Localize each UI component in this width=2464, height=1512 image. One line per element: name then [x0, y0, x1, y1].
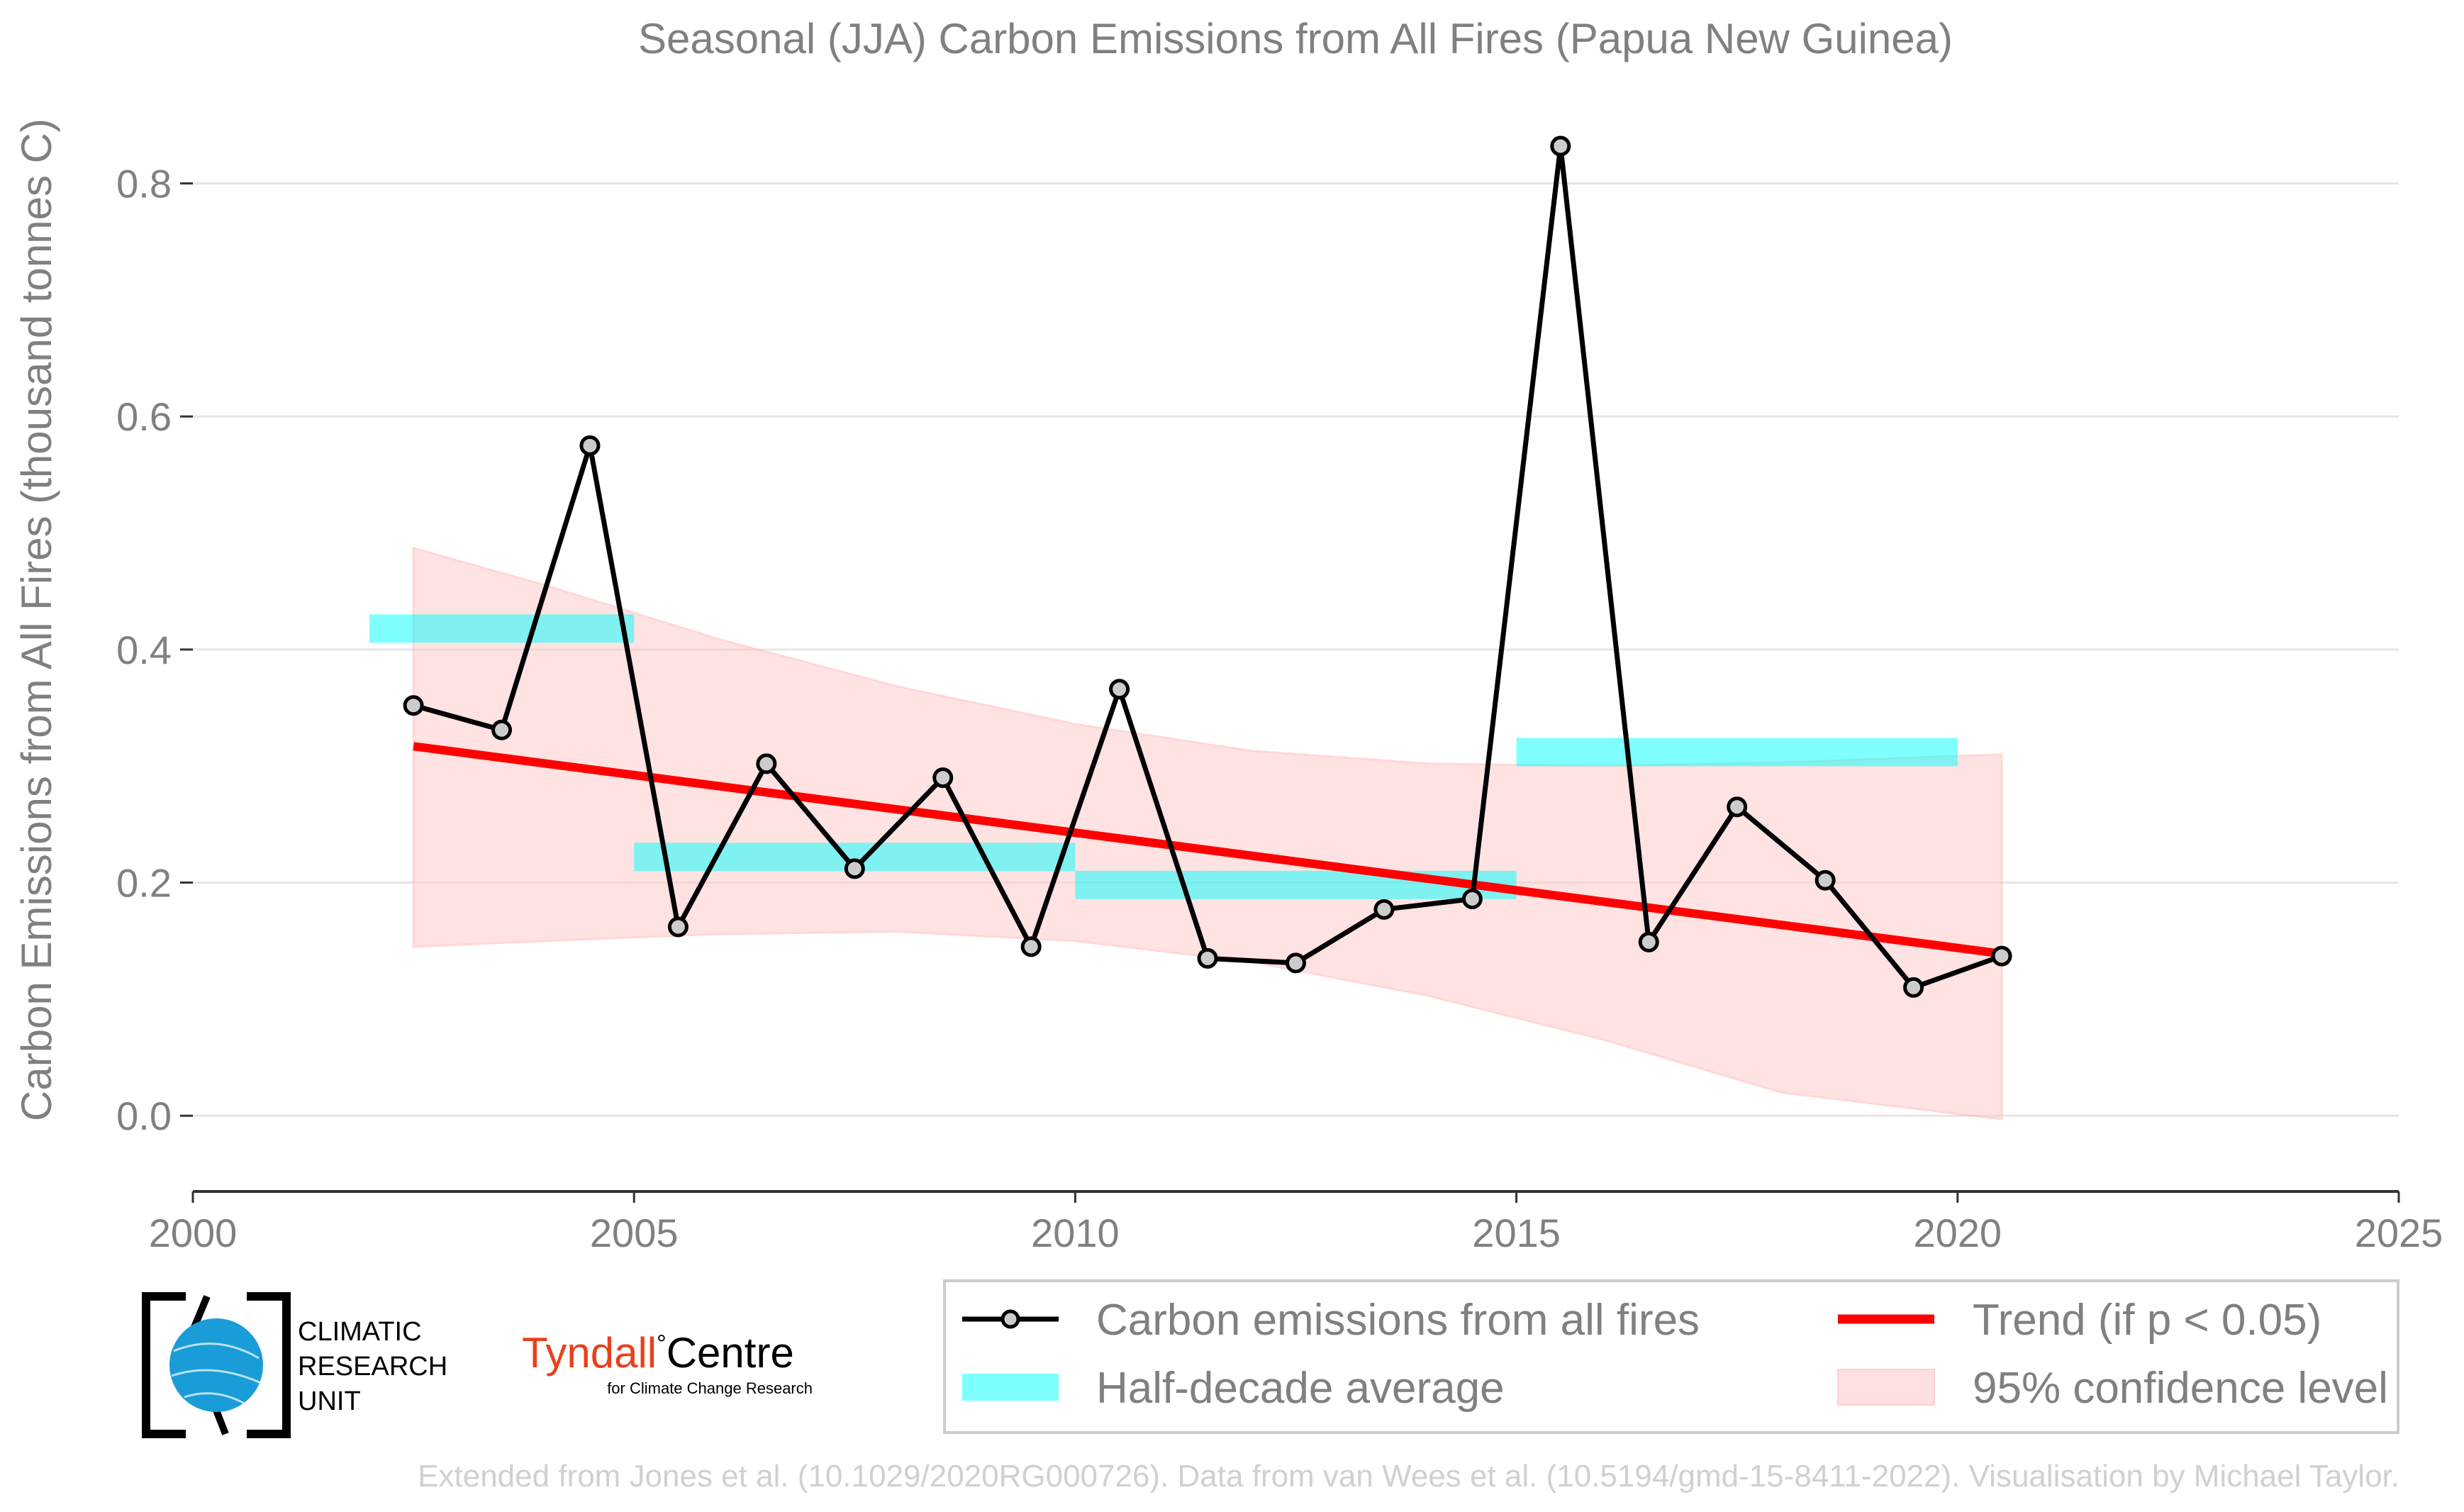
data-point [756, 753, 777, 774]
tyndall-wordmark: Tyndall°Centre [522, 1329, 794, 1377]
legend-frame [943, 1279, 2399, 1434]
data-point [1020, 936, 1042, 957]
data-point [932, 767, 954, 789]
confidence-band-area [412, 546, 2003, 1121]
cru-text-1: CLIMATIC [298, 1317, 422, 1347]
half-decade-bar [1516, 738, 1958, 767]
data-point [1109, 679, 1130, 700]
cru-logo: CLIMATIC RESEARCH UNIT [142, 1292, 447, 1438]
x-tick-label: 2025 [2355, 1211, 2443, 1255]
legend-band-swatch [1837, 1369, 1935, 1406]
data-point [1373, 899, 1395, 920]
y-axis-label: Carbon Emissions from All Fires (thousan… [13, 118, 60, 1121]
legend-series-label: Carbon emissions from all fires [1096, 1296, 1700, 1345]
cru-text-2: RESEARCH [298, 1352, 447, 1382]
x-tick-label: 2000 [149, 1211, 238, 1255]
data-point [1638, 931, 1659, 952]
legend-average-swatch [962, 1374, 1059, 1401]
legend-trend-label: Trend (if p < 0.05) [1973, 1296, 2321, 1345]
y-tick-label: 0.0 [116, 1094, 172, 1138]
x-tick-label: 2005 [590, 1211, 679, 1255]
y-tick-label: 0.8 [116, 162, 172, 206]
data-point [1550, 135, 1571, 157]
x-tick-label: 2015 [1472, 1211, 1561, 1255]
confidence-band [412, 546, 2003, 1121]
data-point [1197, 947, 1218, 969]
chart-title: Seasonal (JJA) Carbon Emissions from All… [638, 15, 1953, 62]
half-decade-bar [369, 614, 635, 643]
data-point [1461, 889, 1483, 910]
data-point [667, 916, 689, 938]
axes: 0.0 0.2 0.4 0.6 0.8 2000 2005 2010 2015 2020 2025 [116, 162, 2443, 1255]
tyndall-logo: Tyndall°Centre for Climate Change Resear… [522, 1329, 813, 1397]
data-point [844, 858, 865, 879]
tyndall-centre: Centre [667, 1329, 794, 1377]
emissions-series [403, 135, 2012, 998]
data-point [1286, 952, 1306, 974]
cru-globe-lines [171, 1343, 262, 1407]
legend-series-marker [1000, 1309, 1020, 1329]
trend-line [413, 742, 2002, 958]
data-point [403, 695, 424, 716]
y-tick-label: 0.6 [116, 394, 172, 439]
data-point [1903, 977, 1924, 998]
legend-average-label: Half-decade average [1096, 1364, 1505, 1413]
x-tick-label: 2010 [1031, 1211, 1120, 1255]
data-point [1814, 869, 1836, 891]
cru-text-3: UNIT [298, 1386, 361, 1416]
x-tick-label: 2020 [1914, 1211, 2002, 1255]
data-point [1991, 945, 2012, 967]
y-tick-label: 0.2 [116, 861, 172, 906]
tyndall-degree: ° [657, 1330, 667, 1357]
trend-line-path [413, 742, 2002, 958]
tyndall-subtitle: for Climate Change Research [607, 1379, 813, 1397]
cru-bracket [142, 1292, 291, 1438]
data-point [491, 719, 513, 740]
tyndall-main: Tyndall [522, 1329, 657, 1377]
legend-band-label: 95% confidence level [1973, 1364, 2388, 1413]
legend: Carbon emissions from all fires Half-dec… [943, 1279, 2399, 1434]
footer-credit: Extended from Jones et al. (10.1029/2020… [418, 1459, 2399, 1494]
cru-globe-icon [169, 1318, 263, 1412]
y-tick-label: 0.4 [116, 628, 172, 672]
data-point [579, 435, 601, 456]
data-point [1727, 796, 1748, 818]
